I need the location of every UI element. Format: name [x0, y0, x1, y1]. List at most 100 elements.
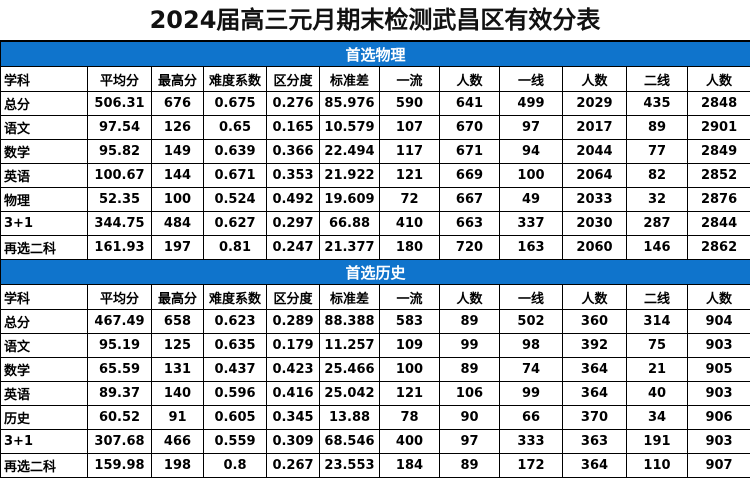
value-cell: 144 [151, 163, 204, 188]
value-cell: 0.8 [203, 453, 267, 478]
value-cell: 907 [686, 453, 750, 478]
table-row: 3+1 344.75 484 0.627 0.297 66.88 410 663 337 2030… [0, 211, 750, 236]
column-header: 最高分 [151, 284, 204, 310]
value-cell: 163 [499, 235, 563, 260]
value-cell: 467.49 [87, 309, 152, 334]
value-cell: 363 [562, 429, 627, 454]
value-cell: 506.31 [87, 91, 152, 116]
value-cell: 667 [439, 187, 500, 212]
subject-cell: 再选二科 [0, 235, 88, 260]
value-cell: 307.68 [87, 429, 152, 454]
value-cell: 11.257 [319, 333, 380, 358]
column-header: 一线 [499, 284, 563, 310]
value-cell: 0.366 [266, 139, 320, 164]
value-cell: 117 [379, 139, 440, 164]
value-cell: 0.165 [266, 115, 320, 140]
value-cell: 0.247 [266, 235, 320, 260]
value-cell: 100.67 [87, 163, 152, 188]
value-cell: 99 [439, 333, 500, 358]
subject-cell: 再选二科 [0, 453, 88, 478]
column-header: 最高分 [151, 66, 204, 92]
value-cell: 180 [379, 235, 440, 260]
value-cell: 0.423 [266, 357, 320, 382]
value-cell: 66.88 [319, 211, 380, 236]
value-cell: 360 [562, 309, 627, 334]
value-cell: 95.82 [87, 139, 152, 164]
value-cell: 583 [379, 309, 440, 334]
value-cell: 109 [379, 333, 440, 358]
value-cell: 2017 [562, 115, 627, 140]
value-cell: 40 [626, 381, 688, 406]
section-title: 首选历史 [0, 259, 750, 285]
value-cell: 121 [379, 163, 440, 188]
value-cell: 0.353 [266, 163, 320, 188]
value-cell: 125 [151, 333, 204, 358]
value-cell: 903 [686, 429, 750, 454]
value-cell: 184 [379, 453, 440, 478]
value-cell: 364 [562, 357, 627, 382]
value-cell: 337 [499, 211, 563, 236]
value-cell: 89.37 [87, 381, 152, 406]
value-cell: 2029 [562, 91, 627, 116]
column-header: 人数 [439, 66, 500, 92]
value-cell: 287 [626, 211, 688, 236]
value-cell: 97.54 [87, 115, 152, 140]
value-cell: 0.437 [203, 357, 267, 382]
value-cell: 106 [439, 381, 500, 406]
value-cell: 502 [499, 309, 563, 334]
value-cell: 314 [626, 309, 688, 334]
value-cell: 146 [626, 235, 688, 260]
value-cell: 370 [562, 405, 627, 430]
value-cell: 82 [626, 163, 688, 188]
column-header: 一流 [379, 284, 440, 310]
column-header: 标准差 [319, 284, 380, 310]
value-cell: 21.377 [319, 235, 380, 260]
value-cell: 66 [499, 405, 563, 430]
table-row: 英语 89.37 140 0.596 0.416 25.042 121 106 99 364 40 9… [0, 381, 750, 406]
table-row: 总分 506.31 676 0.675 0.276 85.976 590 641 499 2029… [0, 91, 750, 116]
value-cell: 676 [151, 91, 204, 116]
value-cell: 906 [686, 405, 750, 430]
table-row: 数学 65.59 131 0.437 0.423 25.466 100 89 74 364 21 90… [0, 357, 750, 382]
value-cell: 903 [686, 381, 750, 406]
column-header: 难度系数 [203, 66, 267, 92]
subject-cell: 历史 [0, 405, 88, 430]
value-cell: 89 [439, 453, 500, 478]
value-cell: 97 [439, 429, 500, 454]
column-header: 人数 [686, 284, 750, 310]
table-row: 历史 60.52 91 0.605 0.345 13.88 78 90 66 370 34 906 [0, 405, 750, 430]
value-cell: 131 [151, 357, 204, 382]
table-row: 总分 467.49 658 0.623 0.289 88.388 583 89 502 360 31… [0, 309, 750, 334]
column-header: 学科 [0, 284, 88, 310]
column-header-row: 学科 平均分 最高分 难度系数 区分度 标准差 一流 人数 一线 人数 二线 人数 [0, 66, 750, 92]
value-cell: 0.627 [203, 211, 267, 236]
table-row: 物理 52.35 100 0.524 0.492 19.609 72 667 49 2033 32 2… [0, 187, 750, 212]
value-cell: 0.81 [203, 235, 267, 260]
subject-cell: 英语 [0, 381, 88, 406]
value-cell: 2030 [562, 211, 627, 236]
value-cell: 159.98 [87, 453, 152, 478]
value-cell: 23.553 [319, 453, 380, 478]
value-cell: 435 [626, 91, 688, 116]
value-cell: 0.635 [203, 333, 267, 358]
value-cell: 0.289 [266, 309, 320, 334]
table-row: 语文 97.54 126 0.65 0.165 10.579 107 670 97 2017 89 2… [0, 115, 750, 140]
value-cell: 0.671 [203, 163, 267, 188]
value-cell: 21 [626, 357, 688, 382]
column-header: 一流 [379, 66, 440, 92]
value-cell: 904 [686, 309, 750, 334]
subject-cell: 数学 [0, 357, 88, 382]
value-cell: 2862 [686, 235, 750, 260]
subject-cell: 语文 [0, 333, 88, 358]
column-header: 平均分 [87, 284, 152, 310]
column-header: 学科 [0, 66, 88, 92]
value-cell: 172 [499, 453, 563, 478]
value-cell: 75 [626, 333, 688, 358]
value-cell: 13.88 [319, 405, 380, 430]
value-cell: 2844 [686, 211, 750, 236]
value-cell: 0.524 [203, 187, 267, 212]
table-row: 数学 95.82 149 0.639 0.366 22.494 117 671 94 2044 77… [0, 139, 750, 164]
table-body: 首选物理 学科 平均分 最高分 难度系数 区分度 标准差 一流 人数 一线 人数 二线 人数 总分 506.… [0, 41, 750, 478]
value-cell: 95.19 [87, 333, 152, 358]
value-cell: 2849 [686, 139, 750, 164]
